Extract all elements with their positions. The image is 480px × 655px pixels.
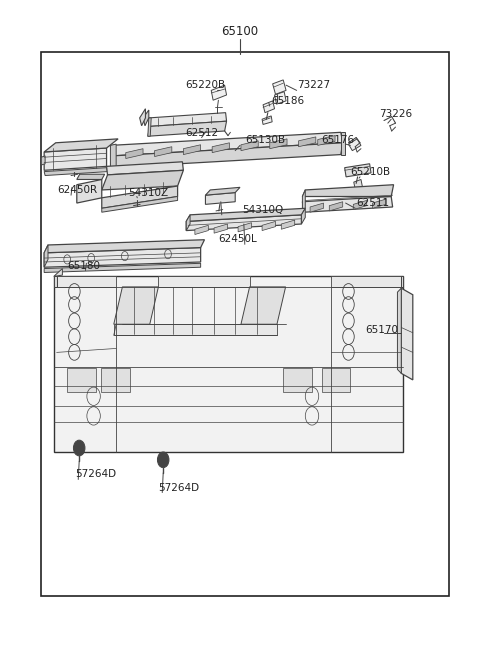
Text: 73226: 73226 [379, 109, 412, 119]
Polygon shape [348, 139, 361, 151]
Polygon shape [44, 245, 48, 267]
Polygon shape [102, 186, 178, 208]
Polygon shape [186, 215, 301, 231]
Polygon shape [310, 203, 324, 212]
Polygon shape [212, 143, 229, 153]
Polygon shape [273, 80, 286, 94]
Polygon shape [102, 170, 183, 190]
Polygon shape [107, 162, 183, 175]
Polygon shape [114, 324, 277, 335]
Text: 62511: 62511 [356, 198, 389, 208]
Polygon shape [353, 200, 367, 210]
Polygon shape [110, 144, 116, 168]
Polygon shape [186, 215, 190, 231]
Polygon shape [302, 196, 393, 212]
Polygon shape [183, 145, 201, 155]
Polygon shape [301, 208, 305, 224]
Text: 65220B: 65220B [185, 81, 225, 90]
Polygon shape [186, 208, 305, 221]
Polygon shape [262, 221, 276, 231]
Text: 62450R: 62450R [58, 185, 98, 195]
Polygon shape [44, 263, 201, 272]
Text: 65186: 65186 [271, 96, 304, 106]
Polygon shape [205, 187, 240, 195]
Polygon shape [102, 196, 178, 212]
Polygon shape [54, 276, 403, 452]
Polygon shape [195, 225, 208, 234]
Polygon shape [322, 368, 350, 392]
Text: 65130B: 65130B [245, 136, 285, 145]
Polygon shape [283, 368, 312, 392]
Polygon shape [302, 185, 394, 196]
Polygon shape [44, 248, 201, 267]
Polygon shape [401, 288, 413, 380]
Polygon shape [302, 190, 305, 212]
Polygon shape [140, 109, 145, 126]
Circle shape [157, 452, 169, 468]
Polygon shape [155, 147, 172, 157]
Text: 54310Q: 54310Q [242, 205, 284, 215]
Polygon shape [44, 148, 107, 170]
Text: 54310Z: 54310Z [129, 188, 169, 198]
Text: 57264D: 57264D [75, 470, 117, 479]
Polygon shape [263, 101, 275, 113]
Polygon shape [214, 224, 228, 233]
Polygon shape [262, 116, 272, 124]
Polygon shape [354, 179, 362, 189]
Polygon shape [205, 193, 235, 204]
Polygon shape [101, 368, 130, 392]
Polygon shape [41, 156, 45, 165]
Polygon shape [401, 276, 403, 287]
Polygon shape [397, 288, 401, 373]
Polygon shape [54, 269, 62, 276]
Polygon shape [281, 220, 295, 229]
Polygon shape [238, 223, 252, 232]
Polygon shape [114, 287, 158, 324]
Polygon shape [299, 137, 316, 147]
Polygon shape [77, 179, 102, 203]
Polygon shape [372, 199, 386, 208]
Text: 73227: 73227 [298, 81, 331, 90]
Circle shape [73, 440, 85, 456]
Text: 65176: 65176 [322, 136, 355, 145]
Polygon shape [67, 368, 96, 392]
Polygon shape [158, 276, 250, 287]
Text: 65170: 65170 [365, 326, 398, 335]
Text: 57264D: 57264D [158, 483, 200, 493]
Polygon shape [149, 113, 227, 126]
Polygon shape [110, 132, 343, 156]
Polygon shape [241, 141, 258, 151]
Polygon shape [148, 121, 227, 136]
Polygon shape [345, 164, 371, 177]
Polygon shape [110, 143, 343, 168]
Text: 65180: 65180 [67, 261, 100, 271]
Polygon shape [329, 202, 343, 211]
Polygon shape [44, 240, 204, 253]
Polygon shape [57, 276, 116, 287]
Polygon shape [148, 118, 151, 136]
Polygon shape [77, 174, 105, 179]
Text: 65100: 65100 [221, 25, 259, 38]
Polygon shape [143, 110, 149, 126]
Text: 62450L: 62450L [218, 234, 257, 244]
Text: 62512: 62512 [185, 128, 218, 138]
Polygon shape [318, 136, 335, 145]
Text: 65210B: 65210B [350, 167, 391, 177]
Polygon shape [270, 139, 287, 149]
Polygon shape [44, 139, 118, 152]
Polygon shape [44, 168, 108, 176]
Polygon shape [211, 85, 227, 100]
Polygon shape [54, 276, 57, 287]
Polygon shape [275, 92, 286, 104]
Polygon shape [241, 287, 286, 324]
Polygon shape [331, 276, 401, 287]
Polygon shape [341, 132, 345, 155]
Polygon shape [126, 149, 143, 159]
